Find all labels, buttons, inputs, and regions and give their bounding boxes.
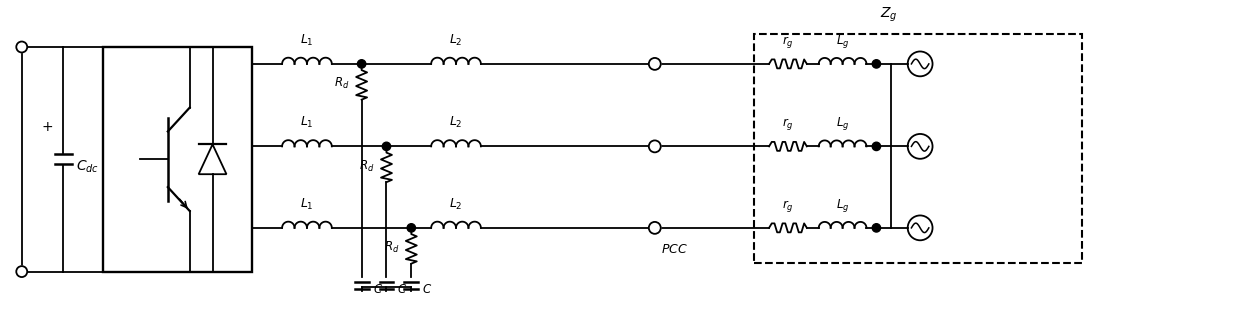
Text: $+$: $+$ — [41, 121, 52, 135]
Circle shape — [649, 141, 661, 152]
Text: $r_g$: $r_g$ — [782, 198, 794, 214]
Circle shape — [407, 224, 415, 232]
Text: $C$: $C$ — [423, 283, 433, 296]
Text: $R_d$: $R_d$ — [384, 240, 399, 255]
Circle shape — [649, 58, 661, 70]
Text: $L_1$: $L_1$ — [300, 33, 314, 48]
Circle shape — [872, 60, 880, 68]
Text: $R_d$: $R_d$ — [335, 76, 350, 91]
Text: $L_g$: $L_g$ — [836, 115, 849, 133]
Circle shape — [357, 60, 366, 68]
Text: $Z_g$: $Z_g$ — [879, 6, 897, 24]
Circle shape — [872, 142, 880, 150]
Text: $C_{dc}$: $C_{dc}$ — [77, 159, 99, 176]
Text: $R_d$: $R_d$ — [360, 159, 374, 174]
Circle shape — [16, 42, 27, 52]
Text: $C$: $C$ — [372, 283, 383, 296]
Text: $PCC$: $PCC$ — [661, 243, 688, 256]
Text: $L_2$: $L_2$ — [449, 115, 463, 130]
Text: $L_2$: $L_2$ — [449, 33, 463, 48]
Bar — [103, 47, 252, 272]
Text: $L_2$: $L_2$ — [449, 197, 463, 212]
Circle shape — [382, 142, 391, 150]
Bar — [754, 34, 1083, 263]
Circle shape — [649, 222, 661, 234]
Circle shape — [16, 266, 27, 277]
Text: $L_g$: $L_g$ — [836, 197, 849, 214]
Text: $L_1$: $L_1$ — [300, 115, 314, 130]
Circle shape — [872, 224, 880, 232]
Text: $L_1$: $L_1$ — [300, 197, 314, 212]
Text: $L_g$: $L_g$ — [836, 33, 849, 50]
Text: $C$: $C$ — [397, 283, 408, 296]
Text: $r_g$: $r_g$ — [782, 116, 794, 133]
Text: $r_g$: $r_g$ — [782, 34, 794, 50]
